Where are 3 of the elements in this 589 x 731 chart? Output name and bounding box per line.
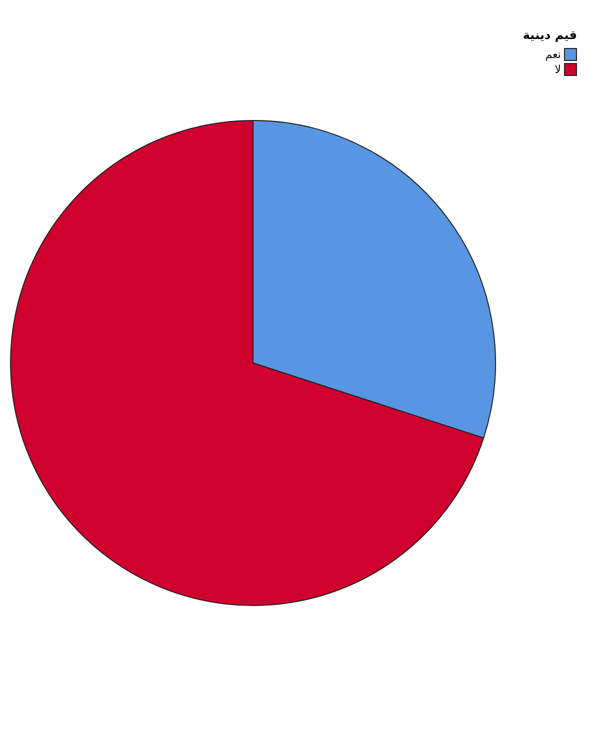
legend-title: قيم دينية bbox=[522, 28, 577, 42]
legend-label: نعم bbox=[545, 48, 561, 61]
legend-label: لا bbox=[554, 63, 561, 76]
